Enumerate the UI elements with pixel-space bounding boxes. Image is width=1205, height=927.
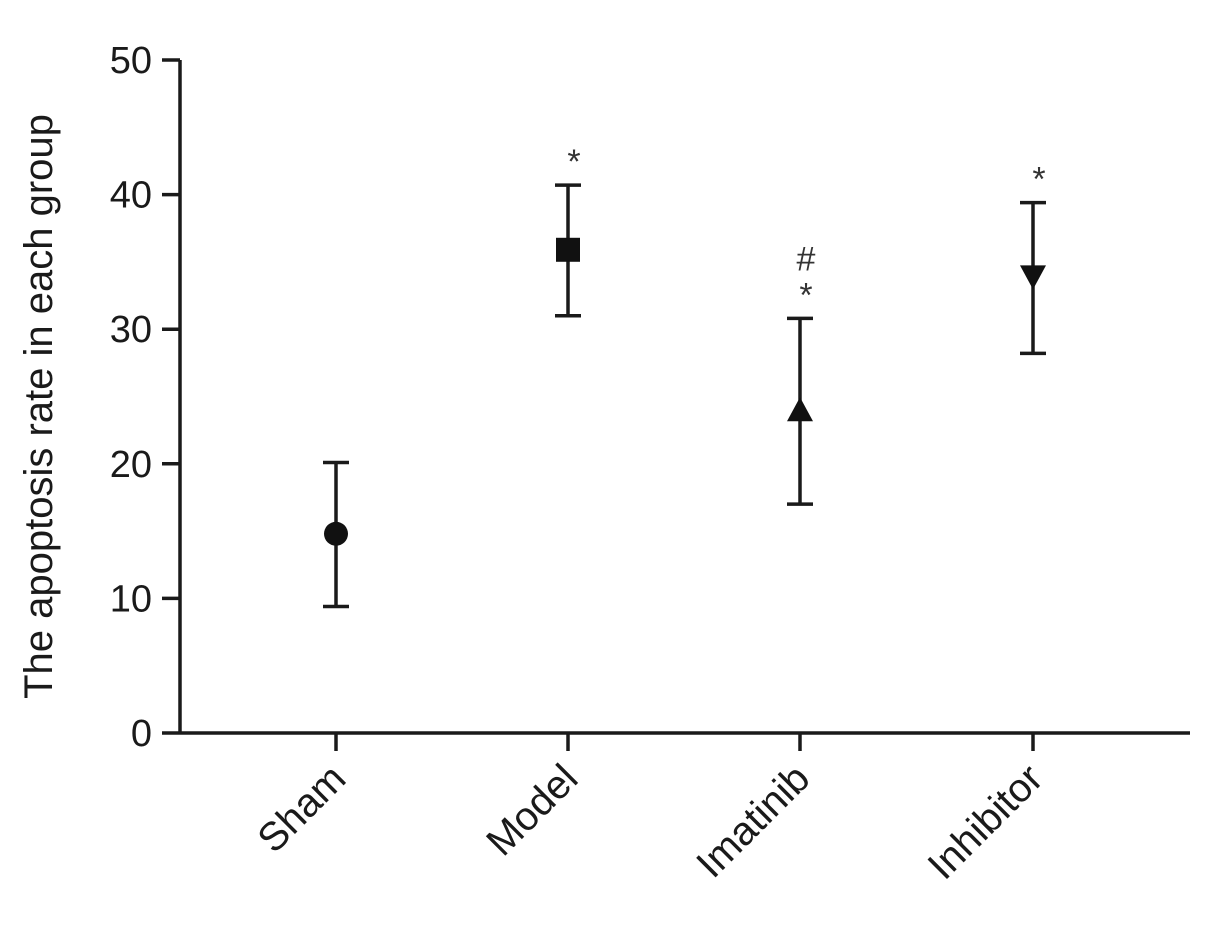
data-point-imatinib bbox=[787, 316, 813, 506]
x-tick-label: Imatinib bbox=[688, 756, 818, 886]
x-tick-label: Model bbox=[478, 756, 586, 864]
data-point-sham bbox=[323, 460, 349, 609]
significance-marker: * bbox=[799, 276, 812, 314]
data-points bbox=[323, 183, 1046, 609]
y-tick-label: 0 bbox=[131, 713, 152, 755]
marker-circle bbox=[324, 521, 348, 546]
x-tick-label: Sham bbox=[249, 756, 354, 861]
significance-marker: * bbox=[1032, 161, 1045, 199]
y-tick-label: 10 bbox=[110, 578, 152, 620]
y-axis-title: The apoptosis rate in each group bbox=[17, 114, 61, 699]
y-tick-label: 50 bbox=[110, 40, 152, 82]
marker-triangle-down bbox=[1020, 265, 1046, 290]
significance-marker: # bbox=[797, 240, 816, 278]
y-tick-label: 40 bbox=[110, 175, 152, 217]
marker-square bbox=[556, 237, 580, 262]
significance-marker: * bbox=[567, 143, 580, 181]
annotations: *#** bbox=[567, 143, 1045, 314]
y-axis: 0 10 20 30 40 50 bbox=[110, 40, 182, 755]
x-tick-label: Inhibitor bbox=[920, 756, 1052, 888]
y-tick-label: 20 bbox=[110, 444, 152, 486]
data-point-inhibitor bbox=[1020, 200, 1046, 356]
marker-triangle-up bbox=[787, 397, 813, 422]
y-tick-label: 30 bbox=[110, 309, 152, 351]
x-axis: Sham Model Imatinib Inhibitor bbox=[180, 731, 1190, 888]
data-point-model bbox=[555, 183, 581, 318]
